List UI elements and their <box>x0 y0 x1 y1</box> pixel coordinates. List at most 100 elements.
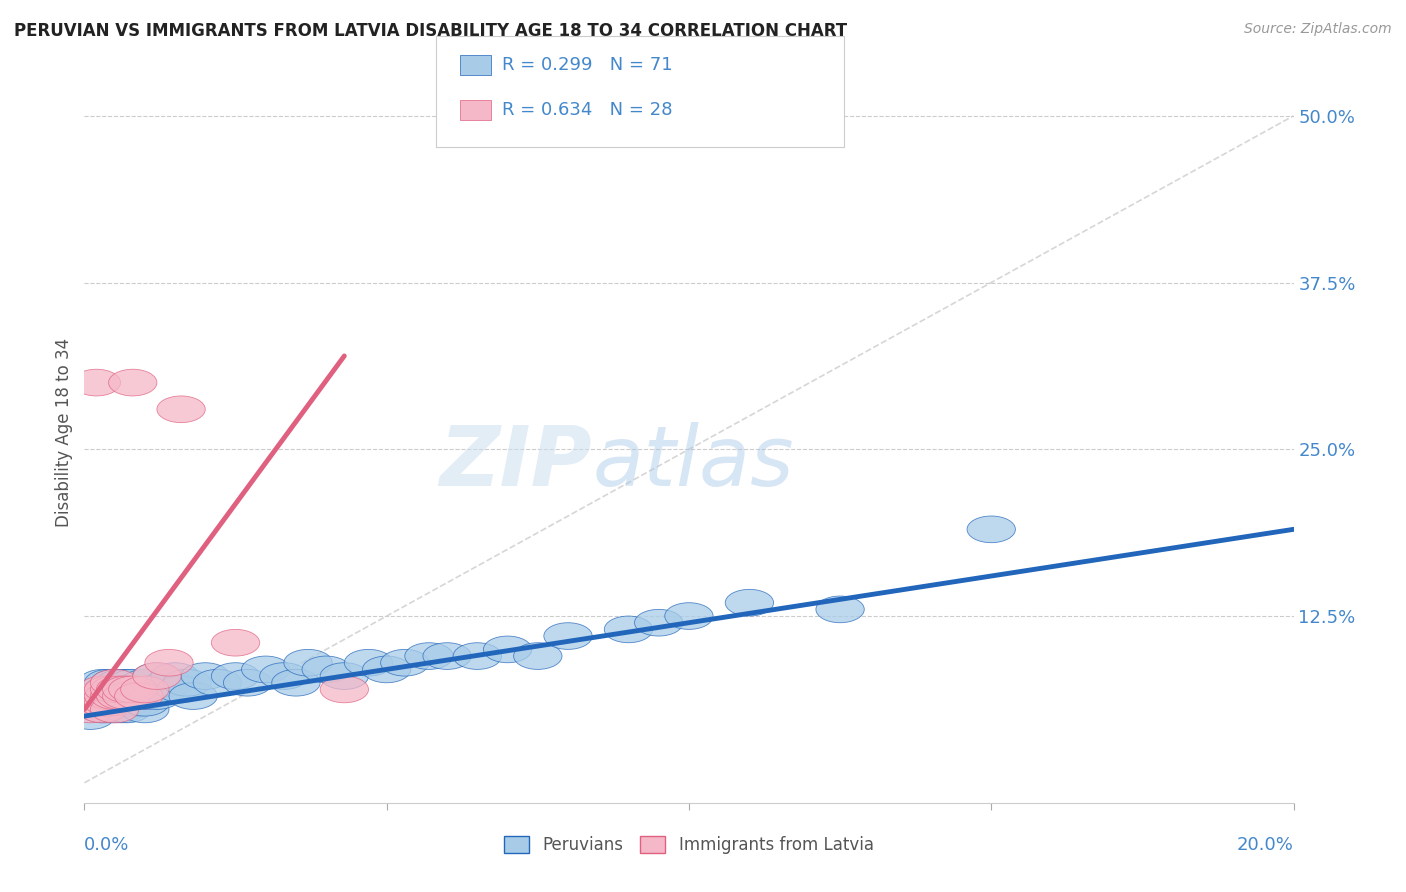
Text: R = 0.299   N = 71: R = 0.299 N = 71 <box>502 56 672 74</box>
Ellipse shape <box>815 596 865 623</box>
Ellipse shape <box>121 669 169 696</box>
Ellipse shape <box>169 682 218 709</box>
Ellipse shape <box>79 669 127 696</box>
Text: R = 0.634   N = 28: R = 0.634 N = 28 <box>502 101 672 119</box>
Ellipse shape <box>72 682 121 709</box>
Ellipse shape <box>72 690 121 716</box>
Ellipse shape <box>79 696 127 723</box>
Ellipse shape <box>72 682 121 709</box>
Ellipse shape <box>605 616 652 643</box>
Ellipse shape <box>79 696 127 723</box>
Ellipse shape <box>84 682 132 709</box>
Ellipse shape <box>103 669 150 696</box>
Text: ZIP: ZIP <box>440 422 592 503</box>
Ellipse shape <box>423 643 471 669</box>
Ellipse shape <box>84 696 132 723</box>
Ellipse shape <box>90 696 139 723</box>
Legend: Peruvians, Immigrants from Latvia: Peruvians, Immigrants from Latvia <box>498 830 880 861</box>
Ellipse shape <box>90 682 139 709</box>
Ellipse shape <box>108 369 157 396</box>
Ellipse shape <box>211 630 260 656</box>
Ellipse shape <box>115 682 163 709</box>
Text: Source: ZipAtlas.com: Source: ZipAtlas.com <box>1244 22 1392 37</box>
Y-axis label: Disability Age 18 to 34: Disability Age 18 to 34 <box>55 338 73 527</box>
Ellipse shape <box>84 676 132 703</box>
Ellipse shape <box>344 649 392 676</box>
Ellipse shape <box>97 676 145 703</box>
Ellipse shape <box>115 682 163 709</box>
Ellipse shape <box>363 656 411 682</box>
Ellipse shape <box>90 676 139 703</box>
Ellipse shape <box>97 682 145 709</box>
Ellipse shape <box>139 676 187 703</box>
Ellipse shape <box>321 676 368 703</box>
Ellipse shape <box>115 676 163 703</box>
Ellipse shape <box>66 690 115 716</box>
Ellipse shape <box>108 682 157 709</box>
Ellipse shape <box>103 690 150 716</box>
Ellipse shape <box>90 690 139 716</box>
Ellipse shape <box>103 676 150 703</box>
Ellipse shape <box>84 669 132 696</box>
Ellipse shape <box>484 636 531 663</box>
Ellipse shape <box>103 696 150 723</box>
Ellipse shape <box>108 690 157 716</box>
Ellipse shape <box>97 676 145 703</box>
Ellipse shape <box>66 703 115 730</box>
Ellipse shape <box>211 663 260 690</box>
Ellipse shape <box>97 669 145 696</box>
Ellipse shape <box>121 682 169 709</box>
Ellipse shape <box>284 649 332 676</box>
Ellipse shape <box>121 690 169 716</box>
Ellipse shape <box>84 676 132 703</box>
Ellipse shape <box>967 516 1015 542</box>
Ellipse shape <box>84 690 132 716</box>
Ellipse shape <box>242 656 290 682</box>
Ellipse shape <box>132 663 181 690</box>
Ellipse shape <box>72 369 121 396</box>
Ellipse shape <box>108 676 157 703</box>
Ellipse shape <box>193 669 242 696</box>
Ellipse shape <box>260 663 308 690</box>
Ellipse shape <box>103 682 150 709</box>
Ellipse shape <box>90 696 139 723</box>
Ellipse shape <box>157 396 205 423</box>
Ellipse shape <box>381 649 429 676</box>
Text: PERUVIAN VS IMMIGRANTS FROM LATVIA DISABILITY AGE 18 TO 34 CORRELATION CHART: PERUVIAN VS IMMIGRANTS FROM LATVIA DISAB… <box>14 22 848 40</box>
Ellipse shape <box>544 623 592 649</box>
Ellipse shape <box>97 690 145 716</box>
Ellipse shape <box>513 643 562 669</box>
Ellipse shape <box>132 682 181 709</box>
Ellipse shape <box>132 663 181 690</box>
Text: 0.0%: 0.0% <box>84 836 129 855</box>
Ellipse shape <box>79 682 127 709</box>
Ellipse shape <box>90 682 139 709</box>
Ellipse shape <box>127 676 176 703</box>
Text: 20.0%: 20.0% <box>1237 836 1294 855</box>
Ellipse shape <box>321 663 368 690</box>
Ellipse shape <box>725 590 773 616</box>
Ellipse shape <box>115 690 163 716</box>
Ellipse shape <box>157 676 205 703</box>
Ellipse shape <box>665 603 713 630</box>
Text: atlas: atlas <box>592 422 794 503</box>
Ellipse shape <box>103 676 150 703</box>
Ellipse shape <box>103 682 150 709</box>
Ellipse shape <box>634 609 683 636</box>
Ellipse shape <box>79 676 127 703</box>
Ellipse shape <box>453 643 502 669</box>
Ellipse shape <box>145 649 193 676</box>
Ellipse shape <box>224 669 271 696</box>
Ellipse shape <box>145 669 193 696</box>
Ellipse shape <box>79 690 127 716</box>
Ellipse shape <box>97 696 145 723</box>
Ellipse shape <box>163 669 211 696</box>
Ellipse shape <box>181 663 229 690</box>
Ellipse shape <box>90 669 139 696</box>
Ellipse shape <box>90 669 139 696</box>
Ellipse shape <box>121 676 169 703</box>
Ellipse shape <box>66 696 115 723</box>
Ellipse shape <box>108 676 157 703</box>
Ellipse shape <box>79 690 127 716</box>
Ellipse shape <box>121 696 169 723</box>
